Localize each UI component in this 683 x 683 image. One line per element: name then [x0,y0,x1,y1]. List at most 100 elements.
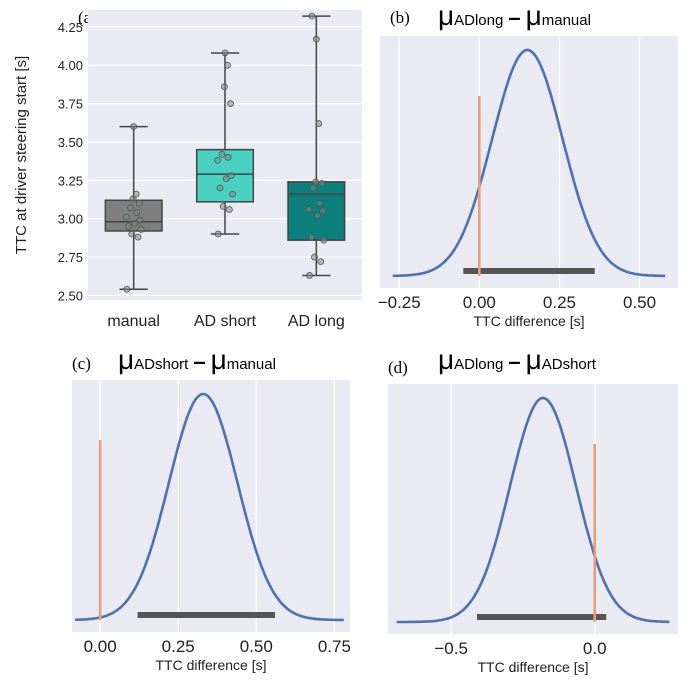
y-tick-label: 3.00 [58,212,83,227]
x-category-label: AD short [194,313,257,330]
posterior-density-curve [75,392,344,622]
plot-background [72,380,350,632]
title-right-subscript: ADshort [541,356,596,373]
data-point [315,120,323,127]
x-tick-label: 0.75 [318,637,351,656]
panel-label-d: (d) [388,358,408,377]
box-ad-long [287,181,346,241]
mu-symbol: μ [525,344,542,375]
x-tick-label: 0.0 [583,639,607,658]
panel-c: (c) μADshort – μmanual 0.00 0.25 0.50 0.75 TTC… [0,340,360,683]
minus-sign: – [508,349,521,374]
difference-density-chart: −0.25 0.00 0.25 0.50 TTC difference [s] [378,36,678,329]
y-tick-label: 3.50 [58,135,83,150]
data-point [137,226,145,233]
y-tick-label: 3.75 [58,97,83,112]
data-point [318,179,326,187]
x-tick-label: 0.50 [240,637,273,656]
data-point [312,178,320,186]
data-point [225,206,233,213]
mu-symbol: μ [438,0,455,31]
y-tick-label: 4.00 [58,58,83,73]
data-point [221,49,229,57]
data-point [309,184,317,192]
minus-sign: – [508,5,521,30]
data-point [132,190,140,198]
plot-background [388,384,678,634]
mu-symbol: μ [525,0,542,31]
data-point [227,172,235,180]
data-point [320,236,328,244]
y-axis-label: TTC at driver steering start [s] [13,56,30,254]
x-tick-label: 0.25 [162,637,195,656]
panel-b: (b) μADlong – μmanual −0.25 0.00 0.25 0.50 TTC… [360,0,683,345]
data-point [128,230,136,238]
data-point [133,209,141,216]
x-tick-label: 0.00 [463,293,496,312]
data-point [317,258,325,266]
posterior-density-curve [396,396,670,624]
title-left-subscript: ADlong [454,356,504,373]
panel-d: (d) μADlong – μADshort −0.5 0.0 TTC differen… [360,340,683,683]
x-category-label: AD long [288,313,345,330]
panel-a: (a) 2.50 2.75 3.00 3.25 3.50 3.75 4.00 4.25 TTC … [0,0,370,340]
data-point [220,83,228,91]
panel-label-c: (c) [72,354,91,373]
panel-title-c: μADshort – μmanual [118,344,276,376]
data-point [131,219,139,227]
data-point [224,153,232,161]
x-tick-label: −0.5 [434,639,468,658]
x-category-label: manual [107,313,159,330]
title-left-subscript: ADlong [454,12,504,29]
data-point [307,233,315,241]
mu-symbol: μ [210,344,227,375]
data-point [316,199,323,207]
data-point [219,203,227,210]
data-point [308,12,316,20]
boxplot-chart: 2.50 2.75 3.00 3.25 3.50 3.75 4.00 4.25 TTC at d… [13,10,362,330]
difference-density-chart: 0.00 0.25 0.50 0.75 TTC difference [s] [72,380,351,673]
panel-title-b: μADlong – μmanual [438,0,591,32]
data-point [122,213,130,221]
panel-label-b: (b) [390,8,410,27]
data-point [314,212,321,220]
title-right-subscript: manual [226,356,276,373]
y-tick-label: 3.25 [58,173,83,188]
y-tick-label: 2.50 [58,288,83,303]
mu-symbol: μ [438,344,455,375]
data-point [224,61,231,69]
x-axis-label: TTC difference [s] [473,313,584,329]
data-point [135,199,143,207]
data-point [129,195,137,203]
x-axis-label: TTC difference [s] [155,657,266,673]
x-tick-label: −0.25 [378,293,421,312]
data-point [214,230,222,238]
data-point [127,204,134,212]
y-tick-label: 4.25 [58,20,83,35]
data-point [136,216,144,224]
data-point [305,206,313,213]
x-tick-label: 0.00 [84,637,117,656]
plot-background [380,36,678,288]
data-point [319,207,326,215]
x-axis-label: TTC difference [s] [477,659,588,675]
posterior-density-curve [392,48,666,278]
mu-symbol: μ [118,344,135,375]
data-point [312,35,320,43]
title-left-subscript: ADshort [134,356,189,373]
data-point [311,253,318,261]
y-tick-label: 2.75 [58,250,83,265]
data-point [227,100,235,107]
data-point [222,175,230,183]
panel-title-d: μADlong – μADshort [438,344,596,376]
data-point [125,222,133,230]
data-point [306,272,313,279]
data-point [216,184,224,192]
x-tick-label: 0.25 [543,293,576,312]
data-point [123,285,131,293]
data-point [218,150,226,158]
data-point [214,156,221,164]
x-tick-label: 0.50 [623,293,656,312]
minus-sign: – [193,349,206,374]
